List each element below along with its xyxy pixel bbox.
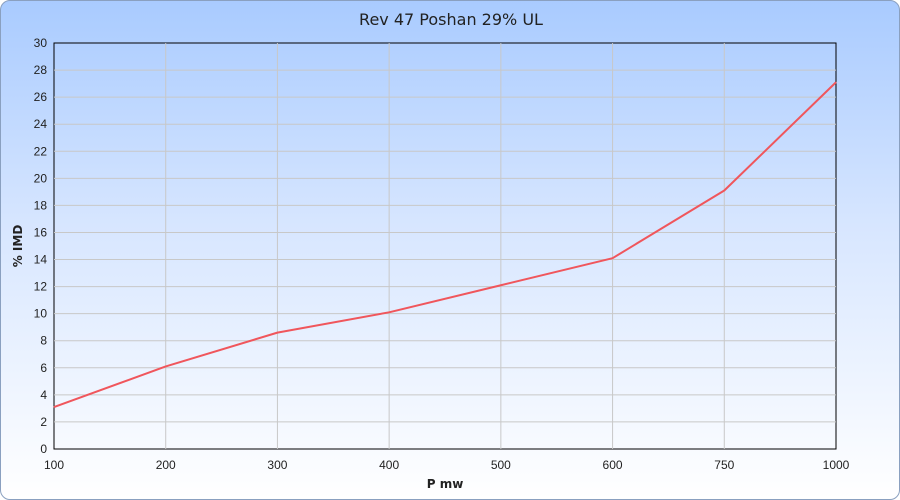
x-tick-label: 500 — [491, 458, 511, 472]
y-tick-label: 28 — [34, 63, 48, 77]
data-point — [165, 365, 167, 367]
x-tick-label: 400 — [379, 458, 399, 472]
x-tick-label: 100 — [44, 458, 64, 472]
data-point — [500, 284, 502, 286]
y-tick-label: 18 — [34, 198, 48, 212]
x-axis-ticks: 100 200 300 400 500 600 750 1000 — [44, 458, 850, 472]
x-tick-label: 200 — [156, 458, 176, 472]
y-tick-label: 14 — [34, 253, 48, 267]
y-tick-label: 20 — [34, 171, 48, 185]
series-line — [53, 81, 837, 408]
x-axis-label: P mw — [427, 477, 464, 491]
data-point — [612, 257, 614, 259]
series-layer — [53, 81, 837, 408]
y-tick-label: 2 — [40, 415, 47, 429]
x-tick-label: 1000 — [823, 458, 850, 472]
y-tick-label: 10 — [34, 307, 48, 321]
grid-layer — [54, 43, 836, 449]
x-tick-label: 600 — [603, 458, 623, 472]
y-tick-label: 30 — [34, 36, 48, 50]
data-point — [276, 332, 278, 334]
data-point — [53, 406, 55, 408]
y-tick-label: 6 — [40, 361, 47, 375]
plot-area — [53, 42, 837, 450]
x-tick-label: 300 — [267, 458, 287, 472]
y-tick-label: 16 — [34, 225, 48, 239]
chart-title: Rev 47 Poshan 29% UL — [359, 10, 543, 29]
x-tick-label: 750 — [714, 458, 734, 472]
data-point — [388, 311, 390, 313]
y-axis-label: % IMD — [11, 225, 25, 268]
y-tick-label: 8 — [40, 334, 47, 348]
y-tick-label: 0 — [40, 442, 47, 456]
y-tick-label: 12 — [34, 280, 48, 294]
y-tick-label: 4 — [40, 388, 47, 402]
data-point — [835, 81, 837, 83]
y-tick-label: 24 — [34, 117, 48, 131]
y-tick-label: 26 — [34, 90, 48, 104]
y-tick-label: 22 — [34, 144, 48, 158]
data-point — [723, 190, 725, 192]
